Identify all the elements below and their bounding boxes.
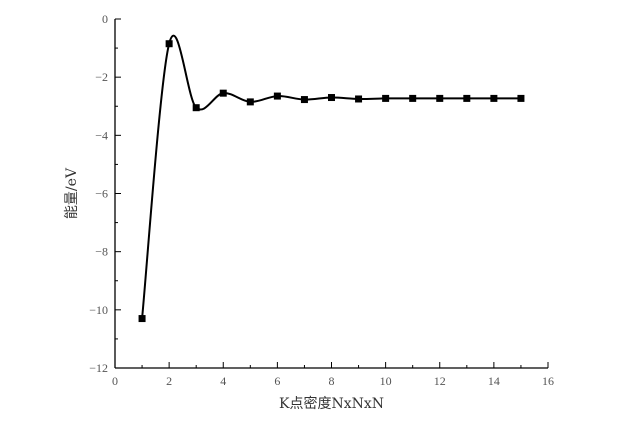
x-tick-label: 12 bbox=[434, 374, 446, 388]
x-tick-label: 0 bbox=[112, 374, 118, 388]
y-tick-label: 0 bbox=[102, 12, 108, 26]
series bbox=[138, 34, 525, 323]
x-tick-label: 16 bbox=[542, 374, 554, 388]
data-point-marker bbox=[409, 94, 417, 102]
data-point-marker bbox=[246, 98, 254, 106]
y-tick-label: −2 bbox=[95, 70, 108, 84]
data-point-marker bbox=[382, 94, 390, 102]
axes bbox=[114, 19, 548, 369]
data-point-marker bbox=[517, 94, 525, 102]
data-point-marker bbox=[436, 94, 444, 102]
x-tick-label: 6 bbox=[274, 374, 280, 388]
data-point-marker bbox=[463, 94, 471, 102]
y-tick-label: −12 bbox=[89, 361, 108, 375]
y-tick-label: −6 bbox=[95, 187, 108, 201]
data-point-marker bbox=[355, 95, 363, 103]
x-axis-title: K点密度NxNxN bbox=[279, 395, 384, 412]
y-tick-label: −4 bbox=[95, 128, 108, 142]
data-point-marker bbox=[192, 104, 200, 112]
data-point-marker bbox=[165, 40, 173, 48]
x-tick-label: 10 bbox=[380, 374, 392, 388]
series-line bbox=[141, 34, 521, 319]
y-tick-label: −8 bbox=[95, 245, 108, 259]
x-tick-label: 8 bbox=[329, 374, 335, 388]
data-point-marker bbox=[328, 94, 335, 102]
data-point-marker bbox=[138, 315, 146, 323]
x-tick-label: 2 bbox=[166, 374, 172, 388]
labels: K点密度NxNxN 能量/eV bbox=[64, 167, 384, 412]
ticks: 0 2 4 6 8 10 12 14 16 0 −2 −4 −6 −8 −10 −12 bbox=[89, 12, 554, 388]
y-tick-label: −10 bbox=[89, 303, 108, 317]
x-tick-label: 14 bbox=[488, 374, 500, 388]
data-point-marker bbox=[300, 96, 308, 104]
data-point-marker bbox=[273, 92, 281, 100]
x-tick-label: 4 bbox=[220, 374, 226, 388]
y-axis-title: 能量/eV bbox=[64, 167, 80, 219]
data-point-marker bbox=[219, 89, 227, 97]
data-point-marker bbox=[490, 94, 498, 102]
